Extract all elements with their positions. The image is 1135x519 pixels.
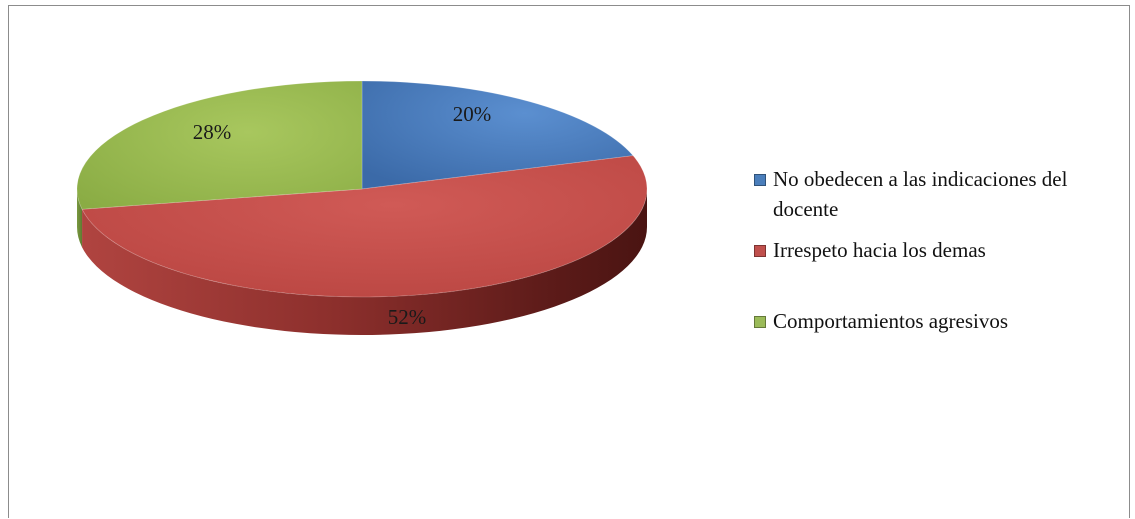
- legend-item: Comportamientos agresivos: [754, 306, 1124, 336]
- data-label: 28%: [193, 120, 232, 144]
- chart-area: 20% 52% 28% No obedecen a las indicaciones…: [8, 5, 1130, 518]
- legend-swatch: [754, 316, 766, 328]
- legend-item: No obedecen a las indicaciones del docen…: [754, 164, 1124, 224]
- slice-comportamientos-side: [77, 189, 83, 248]
- data-label: 52%: [388, 305, 427, 329]
- data-label: 20%: [453, 102, 492, 126]
- pie-chart: 20% 52% 28%: [76, 80, 648, 335]
- slice-no-obedecen: [361, 80, 634, 190]
- legend-label: Comportamientos agresivos: [773, 309, 1009, 333]
- legend-swatch: [754, 174, 766, 186]
- legend-swatch: [754, 245, 766, 257]
- legend-label: No obedecen a las indicaciones del docen…: [773, 167, 1068, 221]
- slice-comportamientos: [76, 80, 363, 210]
- legend-item: Irrespeto hacia los demas: [754, 235, 1124, 265]
- slice-irrespeto-side: [82, 189, 647, 335]
- legend: No obedecen a las indicaciones del docen…: [754, 164, 1124, 336]
- slice-irrespeto: [81, 155, 648, 298]
- legend-label: Irrespeto hacia los demas: [773, 238, 986, 262]
